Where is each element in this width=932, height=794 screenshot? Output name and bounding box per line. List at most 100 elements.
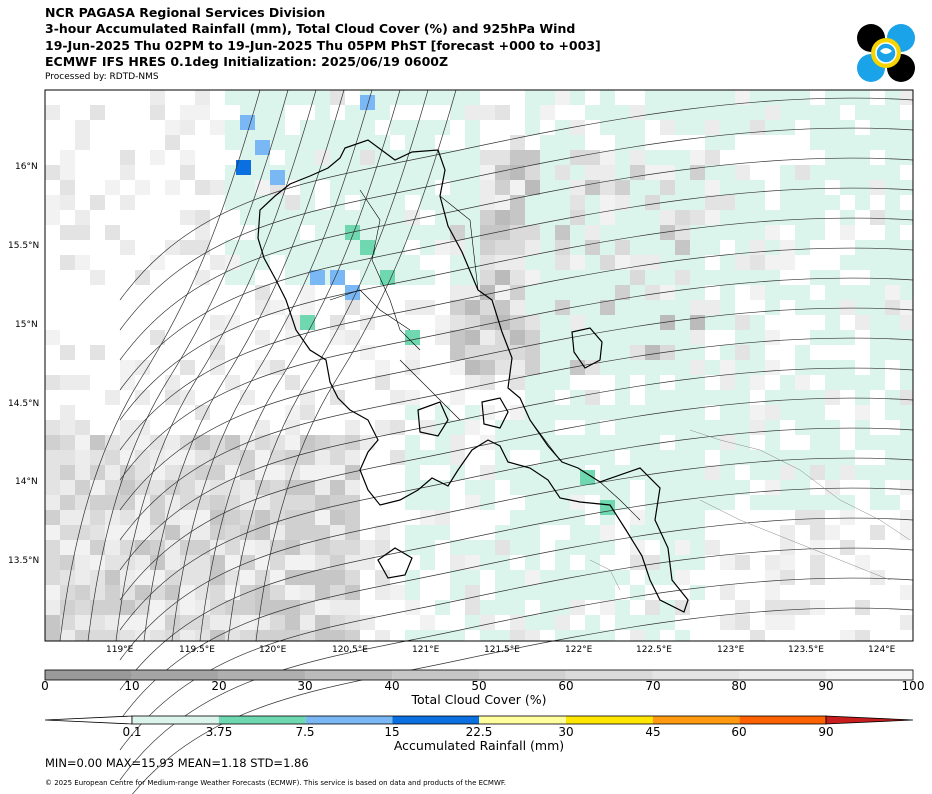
rain-cell (630, 465, 645, 480)
cloud-cell (285, 195, 300, 210)
cloud-cell (210, 435, 225, 450)
cloud-cell (225, 510, 240, 525)
cloud-cell (405, 390, 420, 405)
cloud-cell (105, 570, 120, 585)
rain-cell (465, 135, 480, 150)
rain-cell (555, 405, 570, 420)
cloud-cell (90, 105, 105, 120)
cloud-colorbar-swatch (392, 670, 479, 680)
rain-cell (900, 180, 913, 195)
title-line-1: NCR PAGASA Regional Services Division (45, 5, 326, 20)
lat-tick-13-5: 13.5°N (8, 556, 40, 566)
rain-cell (675, 285, 690, 300)
rain-cell (735, 225, 750, 240)
rain-cell (885, 450, 900, 465)
rain-cell (900, 375, 913, 390)
lon-tick-120-5: 120.5°E (332, 645, 368, 655)
cloud-cell (675, 270, 690, 285)
rain-cell (810, 405, 825, 420)
rain-cell (540, 585, 555, 600)
rain-cell (360, 225, 375, 240)
rain-cell (780, 210, 795, 225)
province-border-2 (329, 289, 411, 331)
cloud-cell (45, 600, 60, 615)
cloud-cell (735, 255, 750, 270)
rain-cell (900, 240, 913, 255)
cloud-cell (360, 345, 375, 360)
rain-cell (630, 615, 645, 630)
cloud-cell (285, 600, 300, 615)
rain-cell (615, 135, 630, 150)
cloud-cell (300, 600, 315, 615)
cloud-cell (315, 480, 330, 495)
cloud-cell (900, 90, 913, 105)
cloud-cell (195, 180, 210, 195)
rain-cell (315, 210, 330, 225)
rain-cell (525, 465, 540, 480)
rain-cell (270, 90, 285, 105)
rain-cell (405, 90, 420, 105)
cloud-cell (285, 450, 300, 465)
rain-cell (600, 585, 615, 600)
cloud-cell (270, 300, 285, 315)
cloud-cell (330, 330, 345, 345)
rain-cell (855, 195, 870, 210)
rain-cell (465, 540, 480, 555)
rain-cell (885, 240, 900, 255)
rain-cell (690, 540, 705, 555)
cloud-cell (135, 570, 150, 585)
rain-cell (375, 165, 390, 180)
cloud-cell (720, 195, 735, 210)
coastline-lake (417, 401, 449, 437)
cloud-cell (225, 450, 240, 465)
cloud-cell (465, 330, 480, 345)
cloud-cell (345, 570, 360, 585)
rain-cell (450, 570, 465, 585)
rain-cell (855, 135, 870, 150)
cloud-cell (75, 375, 90, 390)
cloud-cell (165, 180, 180, 195)
rain-cell (465, 180, 480, 195)
rain-cell (900, 285, 913, 300)
cloud-cell (210, 120, 225, 135)
rain-cell (585, 570, 600, 585)
rain-cell (615, 480, 630, 495)
rain-cell (570, 585, 585, 600)
cloud-cell (285, 555, 300, 570)
cloud-cell (375, 585, 390, 600)
rain-cell (360, 195, 375, 210)
cloud-cell (285, 435, 300, 450)
cloud-cell (120, 150, 135, 165)
streamline (119, 397, 914, 601)
cloud-colorbar (45, 670, 913, 680)
cloud-cell (465, 300, 480, 315)
rain-cell (435, 600, 450, 615)
rain-cell (315, 255, 330, 270)
rain-cell (645, 450, 660, 465)
cloud-cell (315, 630, 330, 641)
cloud-cell (570, 150, 585, 165)
rain-cell (585, 195, 600, 210)
cloud-cell (255, 420, 270, 435)
rain-cell (540, 495, 555, 510)
cloud-cell (495, 210, 510, 225)
rain-cell (720, 495, 735, 510)
rain-cell (870, 345, 885, 360)
rain-cell (720, 465, 735, 480)
rain-cell (375, 255, 390, 270)
cloud-cell (630, 255, 645, 270)
cloud-cell (60, 465, 75, 480)
rain-cell (540, 150, 555, 165)
cloud-cell (60, 600, 75, 615)
rain-cell (540, 90, 555, 105)
rain-cell (525, 525, 540, 540)
cloud-cell (165, 525, 180, 540)
rain-cell (825, 495, 840, 510)
cloud-cell (495, 255, 510, 270)
rain-cell (525, 300, 540, 315)
rain-cell (285, 150, 300, 165)
rain-cell (465, 225, 480, 240)
lon-tick-124: 124°E (868, 645, 896, 655)
rain-cell (465, 480, 480, 495)
rain-cell (750, 180, 765, 195)
